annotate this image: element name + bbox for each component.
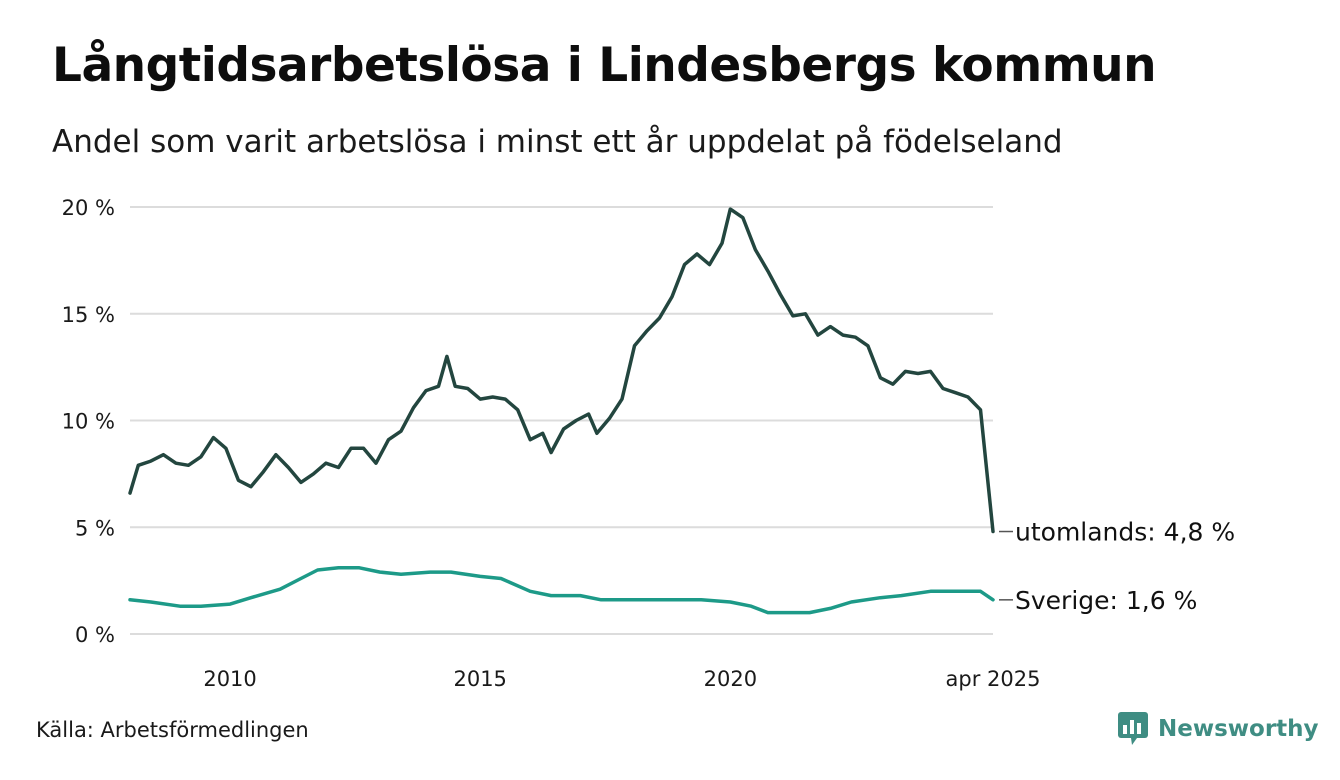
brand-logo: Newsworthy <box>1118 712 1319 746</box>
y-axis-tick-labels: 0 % 5 % 10 % 15 % 20 % <box>62 196 115 647</box>
line-chart: 0 %5 %10 %15 %20 % 2010 2015 2020 apr 2025 … <box>62 196 1236 691</box>
chart-subtitle: Andel som varit arbetslösa i minst ett å… <box>52 124 1063 160</box>
y-tick-label: 0 % <box>75 623 115 647</box>
series-line-utomlands <box>128 207 995 534</box>
chart-title: Långtidsarbetslösa i Lindesbergs kommun <box>52 38 1157 93</box>
x-tick-label: 2020 <box>704 667 757 691</box>
series-end-labels: utomlands: 4,8 % Sverige: 1,6 % <box>999 518 1235 615</box>
series-lines <box>128 207 995 615</box>
gridlines <box>130 206 993 635</box>
x-tick-label: 2015 <box>453 667 506 691</box>
y-tick-label: 5 % <box>75 516 115 540</box>
brand-name: Newsworthy <box>1158 716 1319 742</box>
x-tick-label: 2010 <box>203 667 256 691</box>
x-axis-tick-labels: 2010 2015 2020 apr 2025 <box>203 667 1040 691</box>
newsworthy-logo-icon <box>1118 712 1148 745</box>
series-line-sverige <box>128 566 995 615</box>
y-tick-label: 15 % <box>62 303 115 327</box>
source-note: Källa: Arbetsförmedlingen <box>36 718 309 742</box>
y-tick-label: 20 % <box>62 196 115 220</box>
x-tick-label: apr 2025 <box>946 667 1041 691</box>
y-tick-label: 10 % <box>62 410 115 434</box>
series-end-label: Sverige: 1,6 % <box>1015 586 1197 615</box>
series-end-label: utomlands: 4,8 % <box>1015 518 1235 547</box>
